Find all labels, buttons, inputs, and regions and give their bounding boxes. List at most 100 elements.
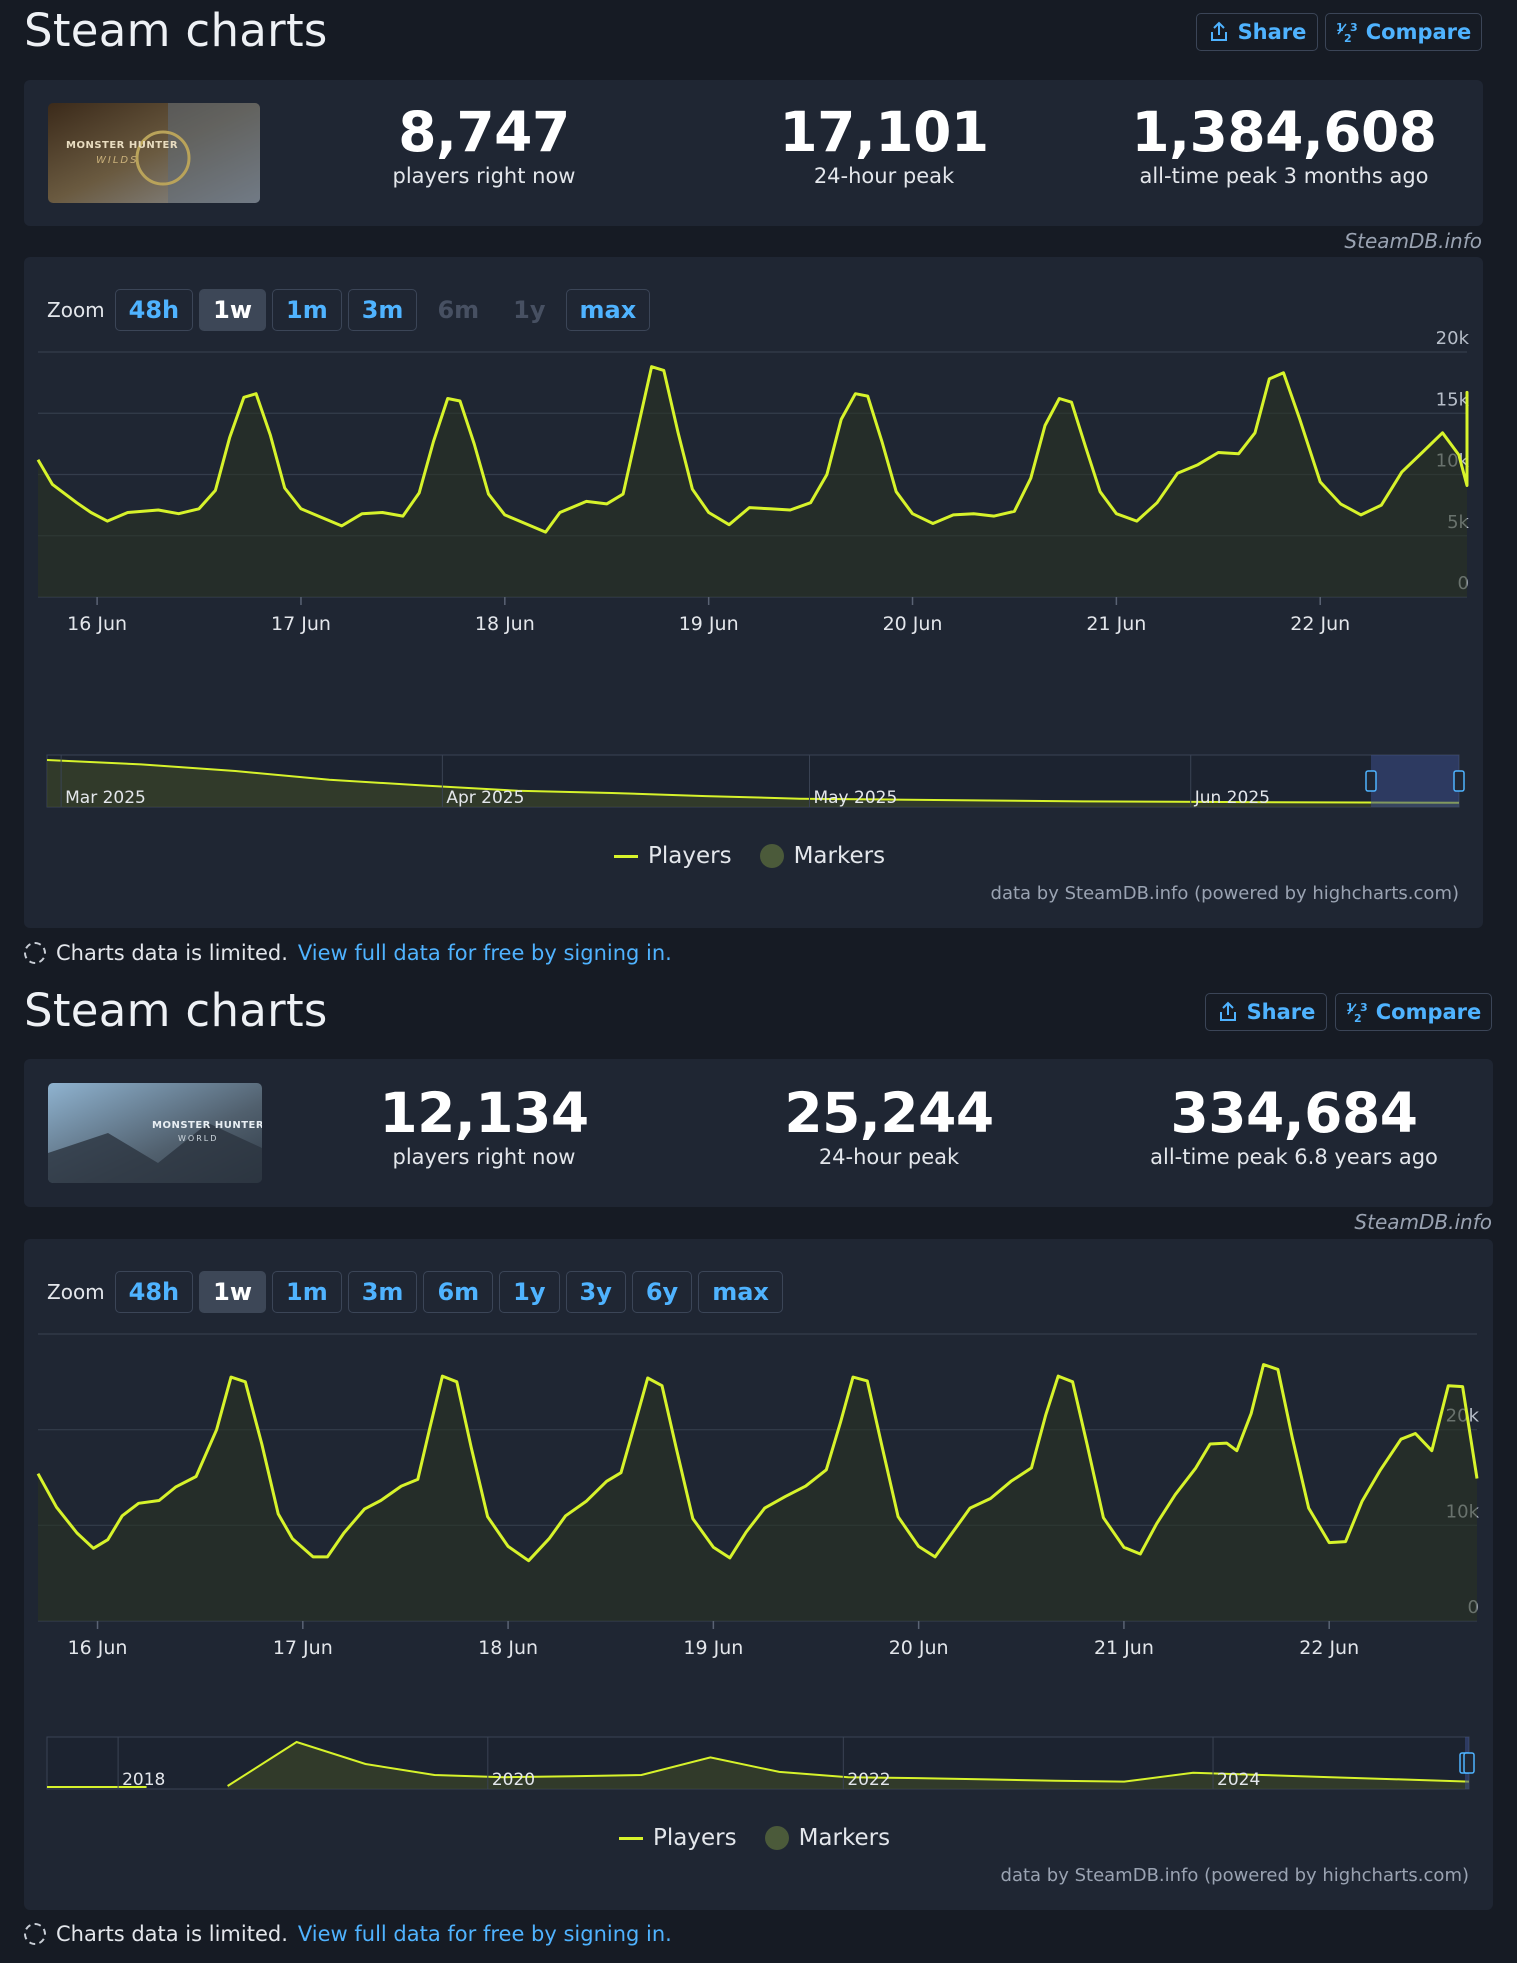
legend-players[interactable]: Players [614, 843, 732, 869]
game-thumbnail[interactable]: MONSTER HUNTER WORLD [48, 1083, 262, 1183]
zoom-button-1y[interactable]: 1y [499, 1271, 560, 1313]
legend-markers-label: Markers [798, 1825, 891, 1851]
x-tick-label: 17 Jun [271, 613, 331, 635]
stat-label: all-time peak 6.8 years ago [1150, 1145, 1438, 1169]
x-tick-label: 17 Jun [273, 1637, 333, 1659]
navigator-chart[interactable]: 2018 2020 2022 2024 [24, 1729, 1493, 1799]
compare-icon: 123 [1346, 1001, 1368, 1024]
navigator-selection[interactable] [1371, 755, 1459, 807]
sign-in-link[interactable]: View full data for free by signing in. [297, 941, 672, 965]
stat-alltime-peak: 1,384,608 all-time peak 3 months ago [1104, 102, 1464, 188]
limited-notice: Charts data is limited. View full data f… [24, 1922, 672, 1946]
stat-label: players right now [392, 164, 576, 188]
stat-value: 8,747 [398, 100, 570, 164]
stat-current-players: 8,747 players right now [334, 102, 634, 188]
game-thumbnail-image: MONSTER HUNTER WORLD [48, 1083, 262, 1183]
share-icon [1210, 21, 1227, 41]
legend-line-swatch [619, 1836, 643, 1840]
zoom-button-48h[interactable]: 48h [114, 1271, 194, 1313]
stat-24h-peak: 17,101 24-hour peak [734, 102, 1034, 188]
chart-legend: Players Markers [619, 1825, 890, 1851]
svg-text:1: 1 [1336, 21, 1344, 34]
y-tick-label: 15k [1436, 389, 1470, 410]
compare-label: Compare [1375, 1000, 1482, 1024]
share-label: Share [1237, 20, 1307, 44]
navigator-handle-right[interactable] [1453, 770, 1465, 792]
x-tick-label: 18 Jun [478, 1637, 538, 1659]
navigator-chart[interactable]: Mar 2025 Apr 2025 May 2025 Jun 2025 [24, 747, 1483, 817]
sign-in-link[interactable]: View full data for free by signing in. [297, 1922, 672, 1946]
legend-line-swatch [614, 854, 638, 858]
zoom-button-1w[interactable]: 1w [199, 289, 267, 331]
loading-spinner-icon [24, 1923, 46, 1945]
limited-text: Charts data is limited. [56, 1922, 288, 1946]
navigator-handle-right[interactable] [1463, 1752, 1475, 1774]
stat-label: 24-hour peak [818, 1145, 960, 1169]
legend-markers[interactable]: Markers [759, 843, 886, 869]
legend-players-label: Players [648, 843, 732, 869]
legend-dot-swatch [764, 1826, 789, 1850]
x-tick-label: 16 Jun [68, 1637, 128, 1659]
legend-dot-swatch [759, 844, 784, 868]
series-area [38, 1364, 1477, 1621]
zoom-button-6y[interactable]: 6y [631, 1271, 693, 1313]
stat-value: 25,244 [784, 1081, 994, 1145]
legend-players[interactable]: Players [619, 1825, 737, 1851]
x-tick-label: 19 Jun [683, 1637, 743, 1659]
stat-value: 334,684 [1170, 1081, 1418, 1145]
steamdb-credit[interactable]: SteamDB.info [1354, 1210, 1492, 1234]
navigator-label: Jun 2025 [1194, 788, 1270, 808]
zoom-buttons: 48h 1w 1m 3m 6m 1y max [114, 289, 651, 331]
navigator-line [227, 1740, 1470, 1787]
zoom-button-1y: 1y [513, 296, 546, 324]
share-button[interactable]: Share [1205, 993, 1327, 1031]
stat-label: 24-hour peak [813, 164, 955, 188]
stat-alltime-peak: 334,684 all-time peak 6.8 years ago [1114, 1083, 1474, 1169]
navigator-handle-left[interactable] [1365, 770, 1377, 792]
game-thumbnail[interactable]: MONSTER HUNTER WILDS [48, 103, 260, 203]
x-tick-label: 16 Jun [67, 613, 127, 635]
stat-value: 12,134 [379, 1081, 589, 1145]
zoom-button-max[interactable]: max [698, 1271, 783, 1313]
limited-text: Charts data is limited. [56, 941, 288, 965]
legend-markers[interactable]: Markers [764, 1825, 891, 1851]
svg-text:WILDS: WILDS [96, 155, 138, 166]
steamdb-credit[interactable]: SteamDB.info [1344, 229, 1482, 253]
navigator-label: 2024 [1217, 1770, 1260, 1790]
navigator-label: May 2025 [813, 788, 897, 808]
thumbnail-logo-text: MONSTER HUNTER [152, 1120, 262, 1131]
zoom-button-48h[interactable]: 48h [114, 289, 194, 331]
zoom-button-1m[interactable]: 1m [272, 1271, 342, 1313]
legend-markers-label: Markers [793, 843, 886, 869]
zoom-button-max[interactable]: max [565, 289, 651, 331]
zoom-button-3m[interactable]: 3m [347, 289, 418, 331]
data-credit[interactable]: data by SteamDB.info (powered by highcha… [1000, 1865, 1469, 1886]
zoom-button-3y[interactable]: 3y [565, 1271, 626, 1313]
stats-panel: MONSTER HUNTER WORLD 12,134 players righ… [24, 1059, 1493, 1207]
series-area [38, 366, 1467, 597]
compare-label: Compare [1365, 20, 1472, 44]
zoom-button-3m[interactable]: 3m [347, 1271, 418, 1313]
stat-value: 17,101 [779, 100, 989, 164]
zoom-button-1m[interactable]: 1m [272, 289, 342, 331]
share-button[interactable]: Share [1196, 13, 1318, 51]
zoom-label: Zoom [47, 298, 105, 322]
zoom-label: Zoom [47, 1280, 105, 1304]
zoom-buttons: 48h 1w 1m 3m 6m 1y 3y 6y max [114, 1271, 783, 1313]
data-credit[interactable]: data by SteamDB.info (powered by highcha… [990, 883, 1459, 904]
svg-text:2: 2 [1344, 32, 1352, 44]
x-tick-label: 19 Jun [679, 613, 739, 635]
series-line-players[interactable] [36, 1363, 1479, 1563]
zoom-button-6m[interactable]: 6m [423, 1271, 494, 1313]
navigator-label: 2018 [122, 1770, 165, 1790]
zoom-button-1w[interactable]: 1w [199, 1271, 267, 1313]
compare-icon: 123 [1336, 21, 1358, 44]
navigator-label: Apr 2025 [446, 788, 524, 808]
series-line-players[interactable] [36, 365, 1469, 534]
